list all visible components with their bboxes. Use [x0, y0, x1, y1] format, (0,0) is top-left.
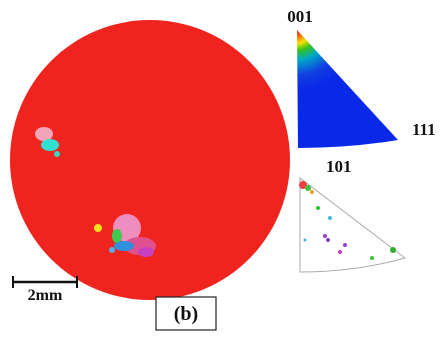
ipf-key	[297, 30, 398, 148]
lower-sector	[300, 178, 405, 272]
scale-bar: 2mm	[12, 276, 78, 304]
figure: 2mm (b) 001 111 101	[0, 0, 441, 340]
label-101: 101	[326, 157, 352, 176]
ebsd-map: 2mm (b)	[10, 20, 290, 330]
panel-label: (b)	[174, 303, 198, 325]
ipf-111: 111	[412, 120, 436, 139]
lower-pole-figure: 101	[299, 157, 405, 272]
ipf-001: 001	[287, 7, 313, 26]
scale-label: 2mm	[28, 287, 63, 304]
grain-map	[10, 20, 290, 300]
inverse-pole-figure: 001 111	[287, 7, 435, 148]
